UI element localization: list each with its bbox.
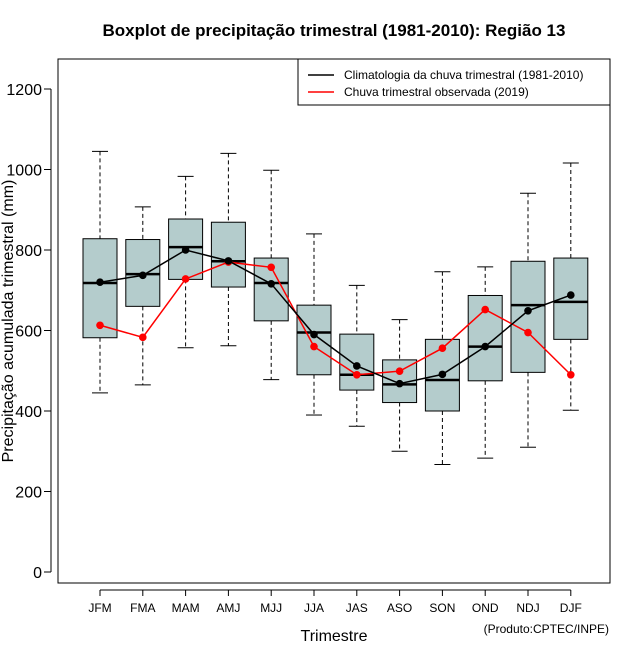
y-tick-label: 600 bbox=[15, 324, 42, 341]
series-point-climatology bbox=[567, 291, 575, 299]
credit-text: (Produto:CPTEC/INPE) bbox=[484, 622, 609, 636]
box-iqr bbox=[339, 333, 375, 391]
x-axis: JFM FMA MAM AMJ MJJ JJA JAS ASO SON OND NDJ DJF bbox=[88, 589, 582, 615]
y-tick-label: 200 bbox=[15, 485, 42, 502]
box-jas bbox=[339, 284, 375, 427]
box-mjj bbox=[253, 169, 289, 381]
series-point-observed bbox=[567, 370, 575, 379]
y-tick-label: 0 bbox=[33, 565, 42, 582]
legend-label-climatology: Climatologia da chuva trimestral (1981-2… bbox=[344, 68, 583, 82]
x-tick-label: NDJ bbox=[516, 601, 539, 615]
y-tick-label: 400 bbox=[15, 404, 42, 421]
series-point-observed bbox=[267, 263, 276, 272]
box-iqr bbox=[296, 304, 332, 376]
series-point-observed bbox=[310, 342, 318, 351]
x-tick-label: MJJ bbox=[260, 601, 282, 615]
box-mam bbox=[168, 175, 204, 349]
series-point-observed bbox=[524, 328, 532, 337]
box-jja bbox=[296, 233, 332, 416]
series-point-climatology bbox=[395, 379, 404, 388]
series-point-climatology bbox=[224, 257, 233, 265]
y-tick-label: 800 bbox=[15, 243, 42, 260]
box-son bbox=[424, 271, 460, 466]
x-tick-label: JAS bbox=[346, 601, 368, 615]
legend: Climatologia da chuva trimestral (1981-2… bbox=[297, 58, 611, 106]
series-point-observed bbox=[139, 333, 147, 342]
x-tick-label: JFM bbox=[88, 601, 111, 615]
box-iqr bbox=[510, 260, 546, 373]
series-point-climatology bbox=[267, 280, 276, 288]
series-point-climatology bbox=[353, 362, 361, 370]
x-tick-label: MAM bbox=[172, 601, 200, 615]
x-tick-label: FMA bbox=[130, 601, 155, 615]
x-tick-label: DJF bbox=[560, 601, 582, 615]
chart-title: Boxplot de precipitação trimestral (1981… bbox=[103, 21, 566, 40]
series-point-climatology bbox=[438, 370, 447, 379]
box-ndj bbox=[510, 192, 546, 448]
series-point-climatology bbox=[139, 271, 147, 280]
series-line-observed bbox=[99, 261, 572, 376]
legend-box bbox=[297, 58, 611, 106]
x-tick-label: AMJ bbox=[216, 601, 240, 615]
y-axis-label: Precipitação acumulada trimestral (mm) bbox=[0, 180, 17, 463]
legend-label-observed: Chuva trimestral observada (2019) bbox=[344, 85, 529, 99]
box-iqr bbox=[82, 238, 118, 339]
x-tick-label: JJA bbox=[304, 601, 324, 615]
box-ond bbox=[467, 266, 503, 459]
series-point-observed bbox=[481, 305, 490, 314]
y-tick-label: 1000 bbox=[6, 163, 42, 180]
box-fma bbox=[125, 206, 161, 386]
x-tick-label: SON bbox=[429, 601, 455, 615]
series-lines bbox=[96, 246, 575, 388]
y-axis: 0 200 400 600 800 1000 1200 bbox=[6, 82, 52, 582]
x-tick-label: ASO bbox=[387, 601, 412, 615]
x-axis-label: Trimestre bbox=[301, 628, 368, 645]
boxes bbox=[82, 150, 589, 466]
series-point-observed bbox=[395, 367, 404, 375]
series-point-observed bbox=[181, 275, 190, 283]
series-point-observed bbox=[438, 344, 447, 353]
series-point-observed bbox=[96, 321, 104, 330]
y-tick-label: 1200 bbox=[6, 82, 42, 99]
series-point-climatology bbox=[310, 330, 318, 339]
series-point-climatology bbox=[96, 278, 104, 287]
box-amj bbox=[210, 152, 246, 347]
series-line-climatology bbox=[99, 249, 572, 385]
series-point-observed bbox=[353, 370, 361, 379]
series-point-climatology bbox=[481, 342, 490, 351]
series-point-climatology bbox=[181, 246, 190, 254]
box-jfm bbox=[82, 150, 118, 394]
series-point-climatology bbox=[524, 306, 532, 315]
box-iqr bbox=[210, 221, 246, 288]
x-tick-label: OND bbox=[472, 601, 499, 615]
